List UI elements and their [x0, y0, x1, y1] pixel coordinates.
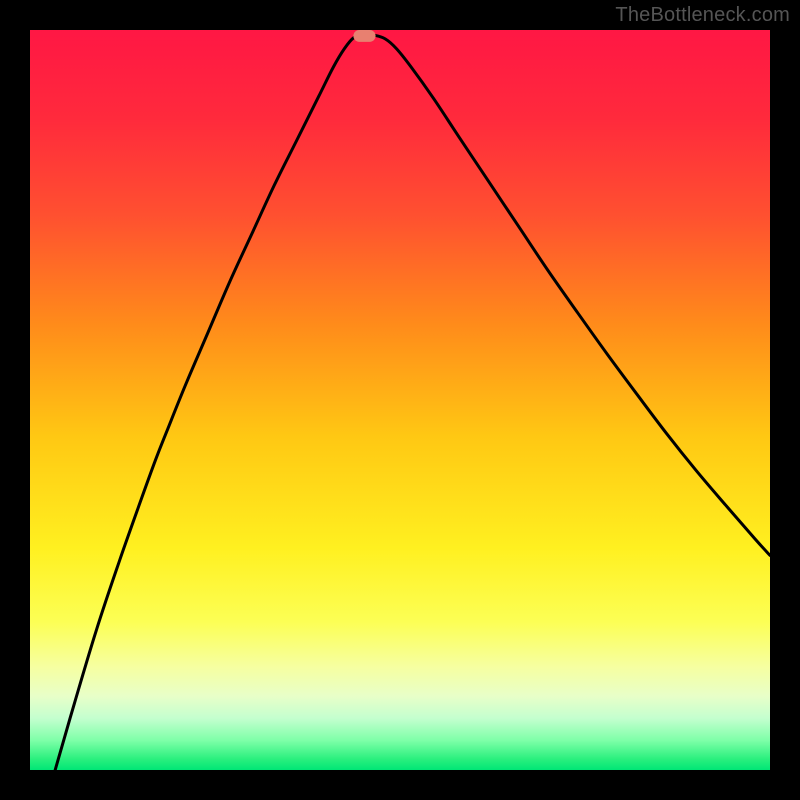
optimal-marker — [353, 30, 375, 42]
bottleneck-curve-plot — [0, 0, 800, 800]
plot-background-gradient — [30, 30, 770, 770]
chart-container: TheBottleneck.com — [0, 0, 800, 800]
